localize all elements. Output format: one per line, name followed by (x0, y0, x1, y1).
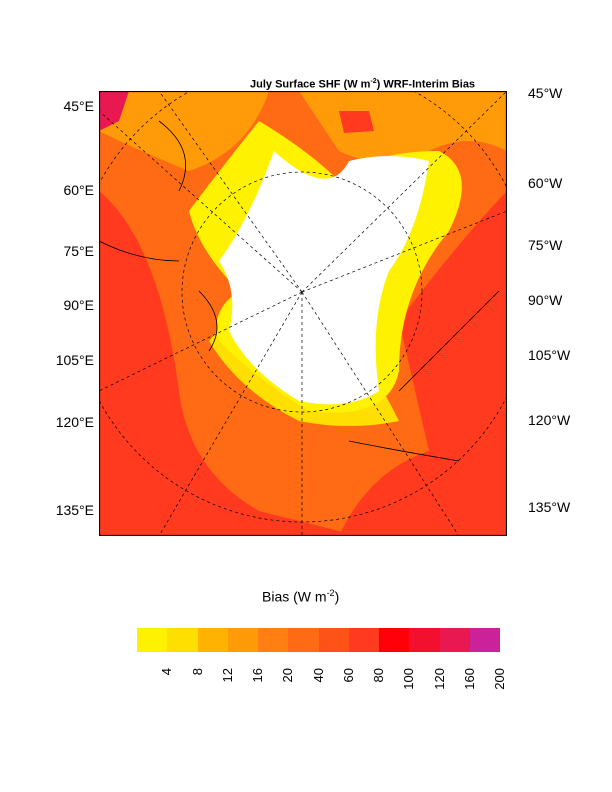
colorbar-swatch (439, 628, 470, 652)
left-label: 135°E (55, 502, 94, 518)
colorbar-title-end: ) (334, 588, 340, 605)
left-label: 75°E (63, 243, 94, 259)
region-sea-ice (219, 151, 429, 405)
colorbar-title: Bias (W m-2) (262, 588, 339, 605)
graticule (99, 91, 507, 536)
polar-map (99, 91, 507, 536)
region-corner (99, 91, 129, 131)
colorbar-swatch (348, 628, 379, 652)
left-label: 105°E (55, 352, 94, 368)
colorbar (137, 628, 500, 652)
colorbar-swatch (258, 628, 289, 652)
region-canada-high (339, 191, 507, 536)
colorbar-swatch (227, 628, 258, 652)
right-label: 120°W (528, 412, 571, 428)
colorbar-tick-label: 16 (250, 668, 265, 683)
title-text: July Surface SHF (W m (250, 78, 371, 91)
region-scandinavia (99, 91, 269, 171)
colorbar-swatch (288, 628, 319, 652)
colorbar-tick-label: 60 (340, 668, 356, 683)
colorbar-tick-label: 40 (310, 668, 326, 683)
colorbar-swatch (379, 628, 410, 652)
colorbar-swatch (469, 628, 500, 652)
region-siberia-high (99, 191, 359, 536)
title-sup: -2 (370, 78, 377, 85)
map-title: July Surface SHF (W m-2) WRF-Interim Bia… (250, 78, 475, 91)
right-label: 45°W (528, 85, 563, 101)
region-iceland (339, 111, 374, 133)
region-atlantic (299, 91, 507, 161)
map-frame (99, 91, 507, 536)
colorbar-tick-label: 100 (401, 668, 417, 690)
right-label: 60°W (528, 175, 563, 191)
colorbar-tick-label: 8 (189, 668, 205, 676)
colorbar-tick-label: 12 (219, 668, 235, 683)
colorbar-tick-label: 200 (492, 668, 507, 690)
colorbar-swatch (409, 628, 440, 652)
left-label: 90°E (63, 297, 94, 313)
colorbar-tick-label: 4 (159, 668, 175, 676)
title-rest: ) WRF-Interim Bias (376, 78, 476, 91)
colorbar-tick-label: 20 (280, 668, 296, 683)
colorbar-tick-label: 160 (461, 668, 477, 690)
colorbar-swatch (197, 628, 228, 652)
colorbar-title-sup: -2 (326, 588, 335, 598)
colorbar-swatch (167, 628, 198, 652)
coastlines (99, 120, 500, 462)
left-label: 45°E (63, 98, 94, 114)
colorbar-swatch (137, 628, 168, 652)
colorbar-tick-label: 80 (371, 668, 386, 683)
right-label: 135°W (528, 499, 571, 515)
right-label: 75°W (528, 237, 563, 253)
right-label: 90°W (528, 292, 563, 308)
left-label: 120°E (55, 414, 94, 430)
left-label: 60°E (63, 182, 94, 198)
colorbar-title-text: Bias (W m (262, 588, 327, 605)
colorbar-swatch (318, 628, 349, 652)
colorbar-tick-label: 120 (431, 668, 447, 690)
right-label: 105°W (528, 347, 571, 363)
